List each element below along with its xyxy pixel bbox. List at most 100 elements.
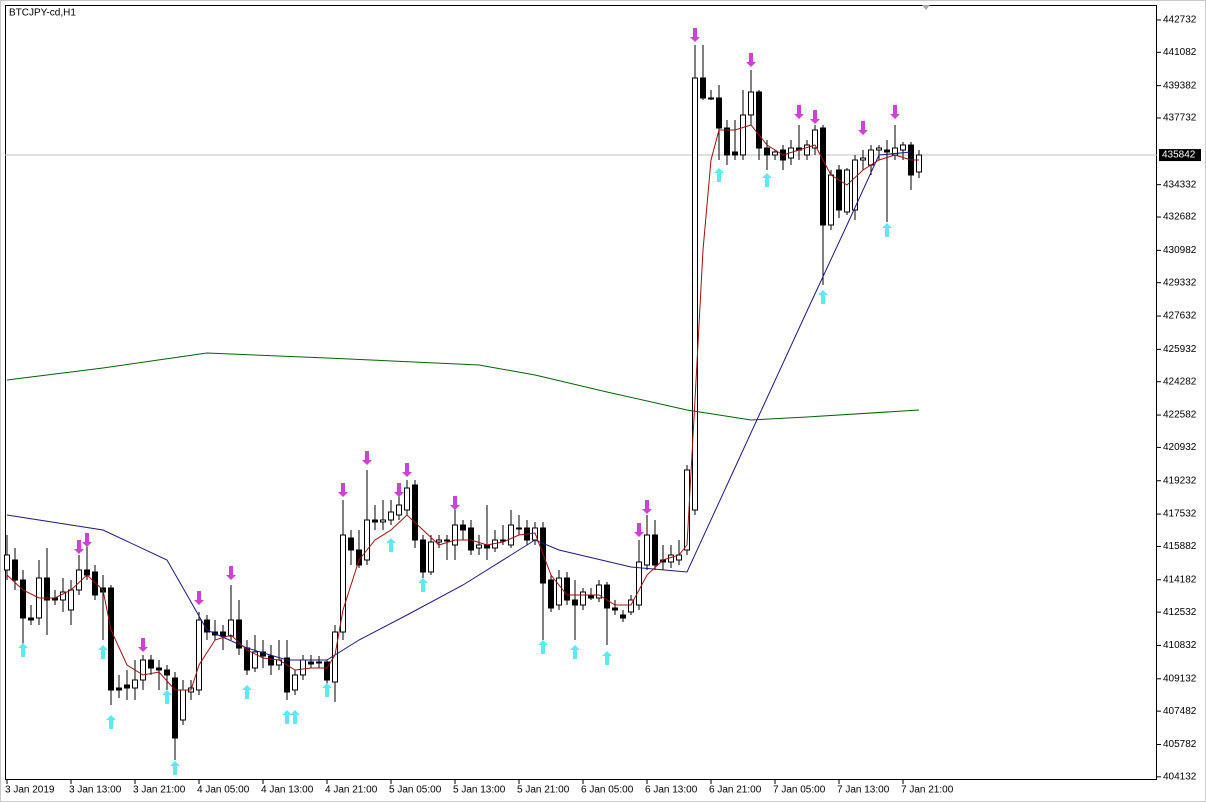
- candle-body: [724, 127, 730, 156]
- y-tick-label: 415882: [1163, 541, 1197, 552]
- candle-body: [92, 571, 98, 596]
- fractal-up-arrow: [714, 168, 724, 182]
- fractal-down-arrow: [634, 523, 644, 537]
- candle-body: [636, 561, 642, 606]
- fractal-up-arrow: [322, 683, 332, 697]
- x-tick-label: 4 Jan 05:00: [197, 785, 250, 796]
- fractal-up-arrow: [818, 290, 828, 304]
- fractal-up-arrow: [602, 651, 612, 665]
- moving-average-line: [6, 352, 920, 421]
- fractal-down-arrow: [338, 483, 348, 497]
- candle-body: [420, 539, 426, 573]
- candle-body: [164, 669, 170, 676]
- candle-body: [540, 527, 546, 584]
- x-tick-label: 5 Jan 05:00: [389, 785, 442, 796]
- candle-body: [340, 534, 346, 633]
- fractal-up-arrow: [882, 223, 892, 237]
- candle-body: [292, 674, 298, 691]
- fractal-down-arrow: [74, 540, 84, 554]
- candle-body: [252, 651, 258, 669]
- candle-body: [732, 151, 738, 156]
- fractal-up-arrow: [570, 645, 580, 659]
- candle-body: [476, 544, 482, 549]
- candle-body: [612, 607, 618, 611]
- y-tick-label: 405782: [1163, 739, 1197, 750]
- candle-body: [876, 147, 882, 151]
- x-tick-label: 6 Jan 05:00: [581, 785, 634, 796]
- candle-body: [740, 114, 746, 156]
- fractal-up-arrow: [170, 761, 180, 775]
- candle-body: [652, 534, 658, 566]
- candle-body: [860, 157, 866, 161]
- y-tick-label: 407482: [1163, 706, 1197, 717]
- candle-body: [348, 537, 354, 551]
- fractal-down-arrow: [362, 451, 372, 465]
- y-tick-label: 404132: [1163, 771, 1197, 782]
- candle-body: [396, 504, 402, 516]
- candle-body: [316, 661, 322, 664]
- fractal-down-arrow: [810, 110, 820, 124]
- candle-body: [812, 129, 818, 149]
- candle-body: [620, 614, 626, 619]
- candle-body: [692, 77, 698, 511]
- candle-body: [748, 91, 754, 116]
- fractal-down-arrow: [794, 105, 804, 119]
- candle-body: [132, 679, 138, 689]
- candle-body: [764, 147, 770, 156]
- plot-frame: [5, 5, 1157, 780]
- candle-body: [508, 524, 514, 546]
- fractal-up-arrow: [162, 690, 172, 704]
- fractal-down-arrow: [858, 121, 868, 135]
- chart-shift-marker: [922, 5, 930, 10]
- fractal-up-arrow: [98, 645, 108, 659]
- candle-body: [868, 149, 874, 166]
- y-tick-label: 425932: [1163, 344, 1197, 355]
- candle-body: [516, 527, 522, 530]
- candle-body: [140, 659, 146, 681]
- candle-body: [76, 569, 82, 591]
- candle-body: [20, 579, 26, 619]
- fractal-down-arrow: [690, 28, 700, 42]
- moving-average-line: [6, 151, 912, 661]
- y-tick-label: 441082: [1163, 47, 1197, 58]
- y-tick-label: 427632: [1163, 311, 1197, 322]
- candle-body: [84, 569, 90, 576]
- fractal-down-arrow: [194, 591, 204, 605]
- x-tick-label: 7 Jan 13:00: [837, 785, 890, 796]
- fractal-up-arrow: [418, 578, 428, 592]
- fractal-down-arrow: [226, 566, 236, 580]
- y-tick-label: 412532: [1163, 607, 1197, 618]
- candle-body: [300, 659, 306, 676]
- candle-body: [604, 584, 610, 609]
- fractal-up-arrow: [106, 715, 116, 729]
- candle-body: [900, 144, 906, 151]
- candle-body: [324, 661, 330, 681]
- candle-body: [836, 169, 842, 211]
- candle-body: [700, 77, 706, 99]
- candle-body: [68, 589, 74, 611]
- candle-body: [820, 127, 826, 226]
- candle-body: [460, 524, 466, 531]
- candle-body: [4, 554, 10, 571]
- candle-body: [644, 534, 650, 566]
- y-tick-label: 420932: [1163, 442, 1197, 453]
- candle-body: [236, 619, 242, 649]
- y-tick-label: 422582: [1163, 410, 1197, 421]
- current-price-box: [1159, 149, 1201, 162]
- candle-body: [452, 524, 458, 546]
- current-price-label: 435842: [1162, 150, 1196, 161]
- candle-body: [564, 577, 570, 601]
- candle-body: [596, 584, 602, 599]
- candle-body: [556, 577, 562, 606]
- y-tick-label: 414182: [1163, 574, 1197, 585]
- y-tick-label: 442732: [1163, 15, 1197, 26]
- y-tick-label: 432682: [1163, 212, 1197, 223]
- fractal-down-arrow: [402, 463, 412, 477]
- fractal-down-arrow: [642, 500, 652, 514]
- fractal-up-arrow: [290, 710, 300, 724]
- candle-body: [12, 559, 18, 581]
- candle-body: [684, 469, 690, 551]
- candle-body: [828, 174, 834, 226]
- candle-body: [916, 154, 922, 173]
